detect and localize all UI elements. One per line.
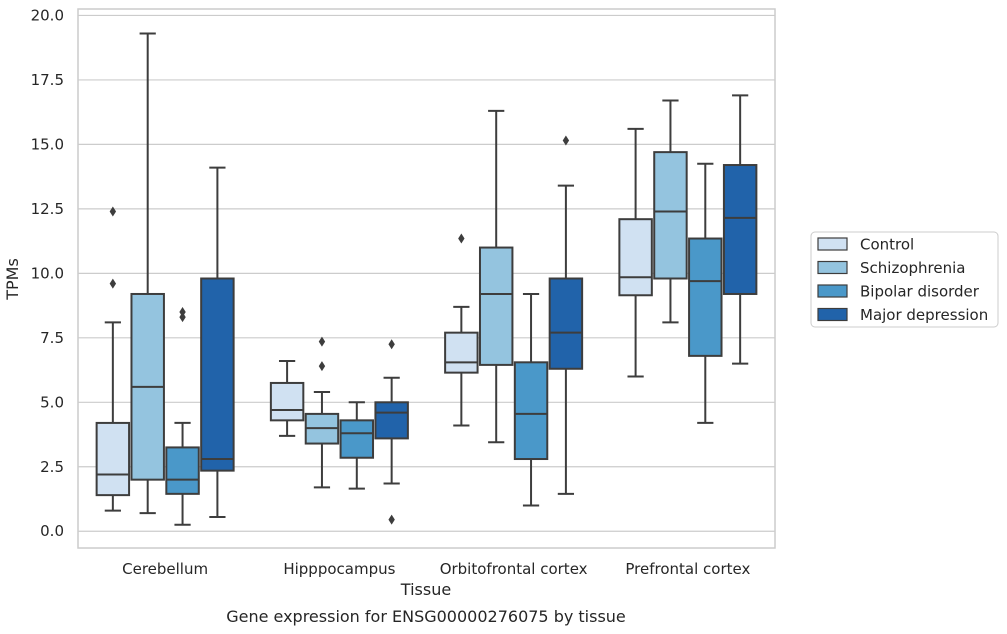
- legend: Control Schizophrenia Bipolar disorder Majo…: [810, 231, 999, 328]
- outlier-point: [388, 514, 395, 525]
- legend-label: Bipolar disorder: [860, 283, 980, 301]
- y-tick-label: 10.0: [31, 264, 64, 282]
- series-major-depression: [200, 94, 758, 525]
- box-iqr: [688, 237, 723, 357]
- x-tick-label: Cerebellum: [122, 560, 208, 578]
- box-iqr: [444, 331, 479, 374]
- box-bipolar-disorder-hipppocampus: [339, 401, 375, 490]
- box-iqr: [548, 277, 584, 370]
- series-control: [95, 127, 653, 512]
- outlier-point: [109, 278, 117, 289]
- series-bipolar-disorder: [165, 162, 723, 526]
- box-iqr: [478, 246, 514, 366]
- legend-swatch: [817, 260, 848, 275]
- legend-swatch: [817, 284, 848, 298]
- legend-swatch: [817, 307, 848, 322]
- box-bipolar-disorder-cerebellum: [165, 307, 200, 526]
- x-tick-labels: Cerebellum Hipppocampus Orbitofrontal cort…: [122, 560, 750, 578]
- y-tick-label: 20.0: [31, 6, 64, 24]
- y-tick-label: 0.0: [40, 522, 64, 540]
- box-control-cerebellum: [95, 206, 131, 512]
- box-iqr: [653, 151, 688, 280]
- chart-title: Gene expression for ENSG00000276075 by t…: [226, 607, 626, 626]
- legend-label: Major depression: [860, 306, 988, 324]
- box-schizophrenia-cerebellum: [130, 32, 165, 515]
- box-control-prefrontal-cortex: [618, 127, 653, 378]
- outlier-point: [179, 307, 186, 318]
- box-iqr: [513, 361, 549, 461]
- outlier-point: [109, 206, 117, 217]
- outlier-point: [562, 135, 570, 146]
- y-tick-label: 17.5: [31, 71, 64, 89]
- box-bipolar-disorder-prefrontal-cortex: [688, 162, 723, 424]
- box-iqr: [339, 419, 375, 459]
- legend-frame: [810, 231, 999, 328]
- y-gridlines: [78, 14, 775, 532]
- legend-label: Control: [860, 236, 914, 254]
- box-major-depression-prefrontal-cortex: [722, 94, 758, 365]
- box-schizophrenia-prefrontal-cortex: [653, 99, 688, 324]
- series-schizophrenia: [130, 32, 688, 515]
- box-control-orbitofrontal-cortex: [444, 233, 479, 427]
- box-major-depression-hipppocampus: [374, 339, 409, 525]
- box-major-depression-cerebellum: [200, 166, 235, 519]
- box-iqr: [165, 446, 200, 495]
- legend-swatch: [817, 237, 848, 251]
- x-tick-label: Prefrontal cortex: [625, 560, 750, 578]
- box-iqr: [722, 164, 758, 295]
- box-iqr: [618, 218, 653, 297]
- y-tick-label: 15.0: [31, 135, 64, 153]
- box-iqr: [374, 401, 409, 440]
- legend-item-schizophrenia: Schizophrenia: [817, 259, 965, 277]
- x-tick-label: Hipppocampus: [283, 560, 395, 578]
- box-major-depression-orbitofrontal-cortex: [548, 135, 584, 495]
- box-control-hipppocampus: [269, 360, 305, 437]
- y-axis-label: TPMs: [3, 258, 22, 301]
- x-axis-label: Tissue: [400, 580, 451, 599]
- legend-item-control: Control: [817, 236, 914, 254]
- y-tick-label: 2.5: [40, 458, 64, 476]
- y-tick-label: 12.5: [31, 200, 64, 218]
- outlier-point: [388, 339, 395, 350]
- legend-item-major-depression: Major depression: [817, 306, 988, 324]
- plot-area-frame: [77, 8, 776, 549]
- box-iqr: [269, 381, 305, 422]
- legend-label: Schizophrenia: [860, 259, 965, 277]
- x-tick-label: Orbitofrontal cortex: [440, 560, 588, 578]
- y-tick-labels: 0.0 2.5 5.0 7.5 10.0 12.5 15.0 17.5 20.0: [31, 6, 64, 540]
- box-series: [95, 32, 758, 526]
- legend-item-bipolar-disorder: Bipolar disorder: [817, 283, 980, 301]
- y-tick-label: 7.5: [40, 329, 64, 347]
- outlier-point: [179, 312, 186, 323]
- box-schizophrenia-hipppocampus: [304, 336, 340, 489]
- outlier-point: [318, 361, 326, 372]
- y-tick-label: 5.0: [40, 393, 64, 411]
- outlier-point: [318, 336, 326, 347]
- outlier-point: [458, 233, 465, 244]
- box-bipolar-disorder-orbitofrontal-cortex: [513, 292, 549, 507]
- box-schizophrenia-orbitofrontal-cortex: [478, 109, 514, 444]
- box-iqr: [200, 277, 235, 472]
- box-iqr: [95, 421, 131, 497]
